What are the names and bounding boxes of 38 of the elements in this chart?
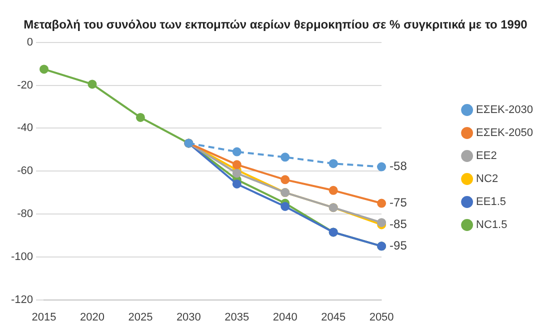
legend-label: EE1.5 [476, 196, 506, 208]
point [280, 175, 290, 184]
y-tick-label: -40 [17, 122, 34, 134]
point [280, 202, 290, 211]
legend-label: EE2 [476, 150, 497, 162]
point [377, 198, 386, 208]
point [328, 186, 338, 195]
data-label: -58 [390, 159, 408, 174]
y-tick-label: -80 [17, 208, 34, 220]
point [40, 64, 49, 74]
point [136, 112, 145, 122]
data-label: -75 [390, 196, 408, 210]
point [280, 152, 290, 162]
y-tick-label: -20 [17, 79, 34, 92]
point [232, 179, 242, 188]
x-tick-label: 2045 [321, 311, 346, 324]
y-tick-label: 0 [26, 36, 34, 48]
y-tick-label: -100 [10, 250, 34, 263]
y-tick-label: -60 [17, 165, 34, 178]
point [88, 80, 97, 89]
legend-label: ΕΣΕΚ-2030 [476, 104, 534, 116]
x-tick-label: 2015 [32, 311, 56, 324]
x-tick-label: 2030 [176, 311, 201, 324]
data-label: -85 [390, 217, 408, 232]
legend-label: NC1.5 [476, 219, 508, 232]
x-tick-label: 2025 [128, 311, 153, 324]
chart-title: Μεταβολή του συνόλου των εκπομπών αερίων θερμοκηπίου σε % συγκριτικά με το 1990 [24, 18, 528, 32]
legend-label: ΕΣΕΚ-2050 [476, 127, 534, 140]
x-tick-label: 2050 [369, 311, 394, 324]
x-tick-label: 2035 [224, 311, 250, 324]
point [377, 162, 386, 172]
y-tick-label: -120 [10, 294, 34, 306]
point [232, 147, 242, 156]
point [328, 159, 338, 168]
x-tick-label: 2040 [272, 311, 298, 324]
x-tick-label: 2020 [80, 311, 104, 324]
legend-label: NC2 [476, 173, 498, 186]
data-label: -95 [390, 238, 408, 252]
